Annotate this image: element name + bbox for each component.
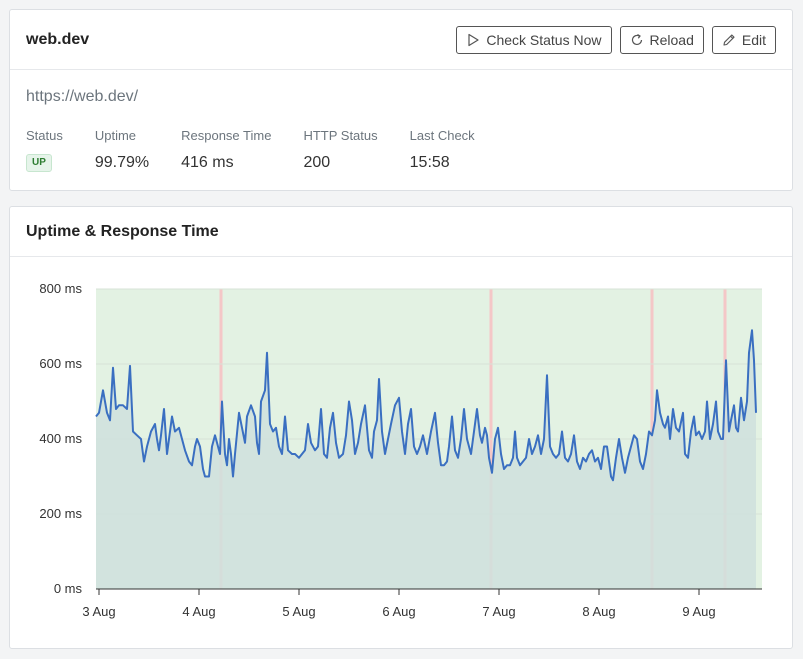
x-tick-label: 7 Aug — [482, 604, 515, 619]
stat-label: HTTP Status — [303, 128, 378, 143]
y-tick-label: 0 ms — [54, 581, 83, 596]
stat-last-check: Last Check 15:58 — [410, 128, 475, 172]
y-tick-label: 600 ms — [39, 356, 82, 371]
reload-label: Reload — [649, 31, 694, 48]
stat-status: Status UP — [26, 128, 63, 172]
x-tick-label: 5 Aug — [282, 604, 315, 619]
edit-label: Edit — [741, 31, 766, 48]
y-tick-label: 400 ms — [39, 431, 82, 446]
stat-response-time: Response Time 416 ms — [181, 128, 271, 172]
stat-value: 416 ms — [181, 154, 234, 171]
x-tick-label: 9 Aug — [682, 604, 715, 619]
reload-icon — [631, 33, 642, 45]
monitor-card: web.dev Check Status Now Reload Edit htt… — [9, 9, 793, 191]
y-tick-label: 200 ms — [39, 506, 82, 521]
stat-value: 15:58 — [409, 154, 450, 171]
check-status-button[interactable]: Check Status Now — [456, 25, 612, 54]
monitor-title: web.dev — [26, 30, 90, 48]
stat-label: Status — [26, 128, 63, 143]
monitor-header: web.dev Check Status Now Reload Edit — [10, 10, 792, 70]
stat-http-status: HTTP Status 200 — [303, 128, 377, 172]
x-tick-label: 4 Aug — [182, 604, 215, 619]
y-tick-label: 800 ms — [39, 281, 82, 296]
stats-row: Status UP Uptime 99.79% Response Time 41… — [26, 128, 776, 172]
response-time-line — [95, 329, 757, 482]
status-badge: UP — [26, 154, 52, 172]
stat-label: Uptime — [94, 128, 137, 143]
pencil-icon — [723, 33, 735, 46]
stat-value: 99.79% — [94, 154, 150, 171]
play-icon — [468, 33, 479, 46]
response-time-area — [96, 330, 756, 589]
reload-button[interactable]: Reload — [619, 25, 704, 54]
monitor-actions: Check Status Now Reload Edit — [456, 25, 776, 54]
stat-label: Response Time — [181, 128, 272, 143]
monitor-details: https://web.dev/ Status UP Uptime 99.79%… — [10, 70, 792, 172]
stat-uptime: Uptime 99.79% — [95, 128, 149, 172]
x-tick-label: 8 Aug — [582, 604, 615, 619]
chart-title: Uptime & Response Time — [26, 222, 219, 240]
stat-value: 200 — [303, 154, 331, 171]
stat-label: Last Check — [409, 128, 475, 143]
x-tick-label: 6 Aug — [382, 604, 415, 619]
uptime-response-chart: 0 ms 200 ms 400 ms 600 ms 800 ms 3 Aug 4 Aug 5 … — [39, 281, 762, 619]
chart-card: Uptime & Response Time 0 ms 200 ms 400 ms 6… — [9, 206, 793, 649]
edit-button[interactable]: Edit — [711, 25, 776, 54]
check-status-label: Check Status Now — [486, 31, 602, 48]
chart-header: Uptime & Response Time — [10, 207, 792, 257]
monitor-url: https://web.dev/ — [26, 88, 139, 105]
x-tick-label: 3 Aug — [82, 604, 115, 619]
